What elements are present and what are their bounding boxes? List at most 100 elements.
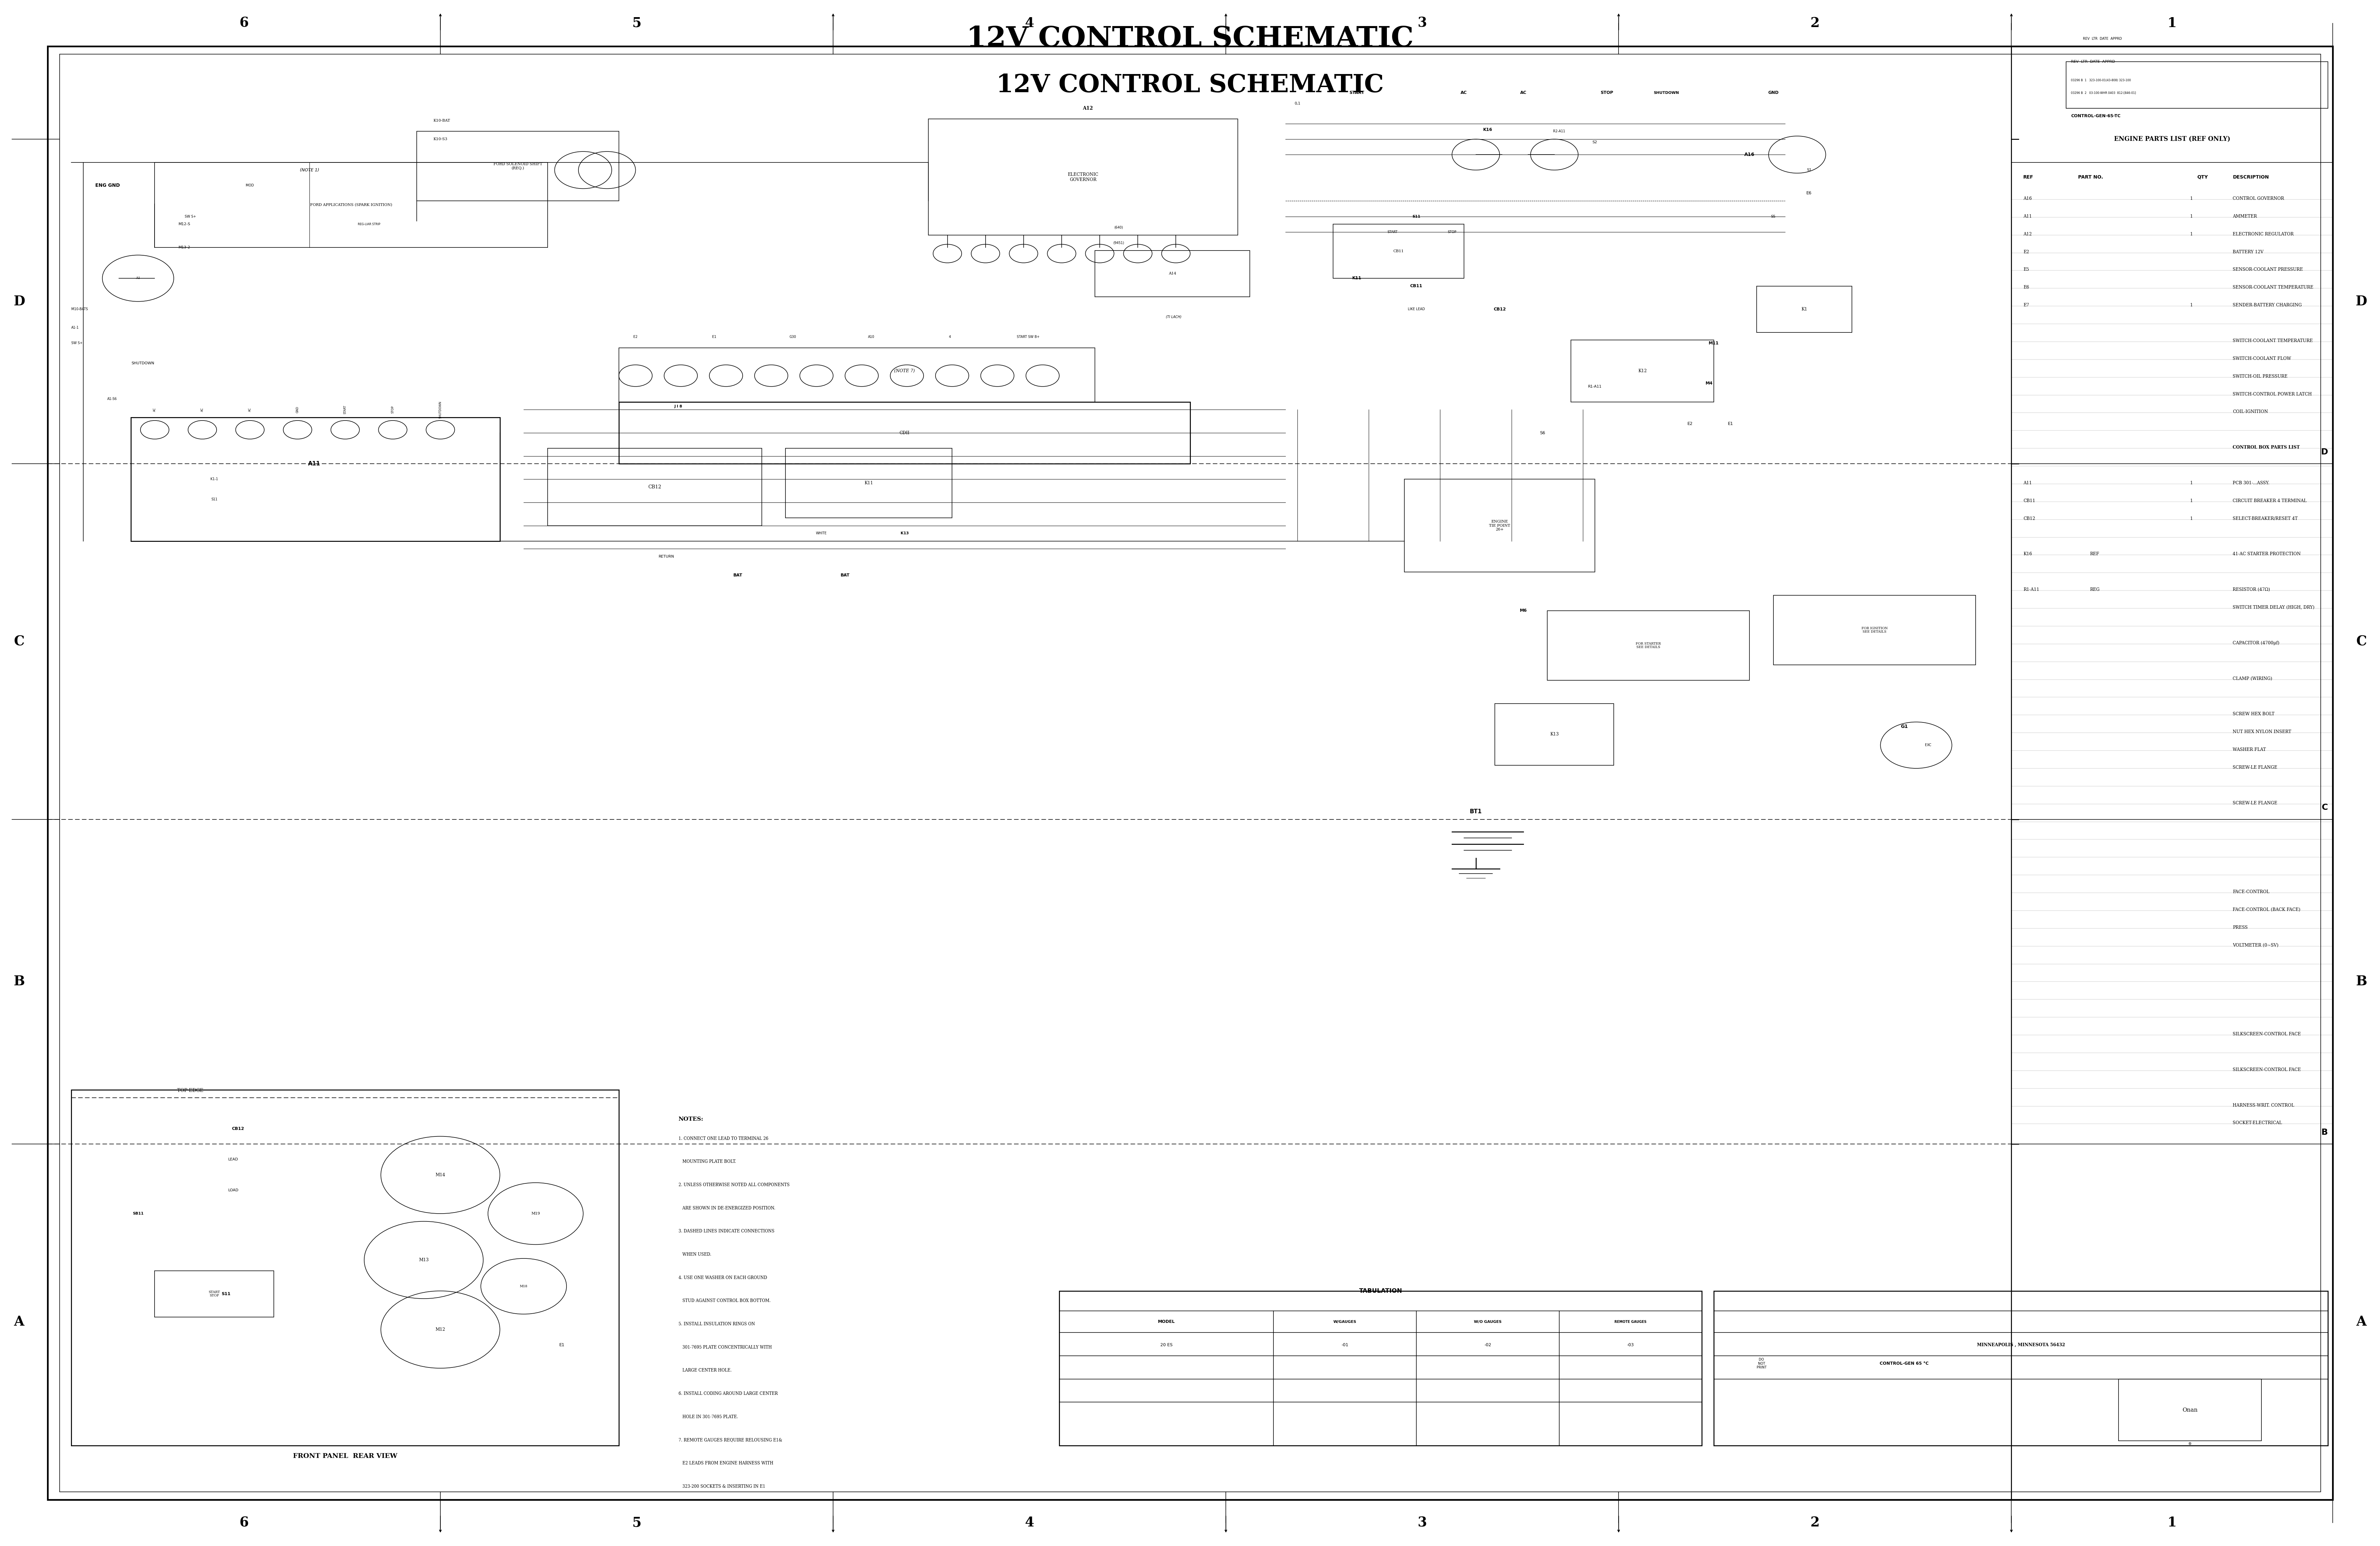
Text: 5. INSTALL INSULATION RINGS ON: 5. INSTALL INSULATION RINGS ON [678, 1322, 754, 1326]
Text: 2. UNLESS OTHERWISE NOTED ALL COMPONENTS: 2. UNLESS OTHERWISE NOTED ALL COMPONENTS [678, 1183, 790, 1187]
Text: BAT: BAT [733, 574, 743, 577]
Text: WHEN USED.: WHEN USED. [678, 1252, 712, 1257]
Text: ENGINE PARTS LIST (REF ONLY): ENGINE PARTS LIST (REF ONLY) [2113, 136, 2230, 142]
Text: SILKSCREEN-CONTROL FACE: SILKSCREEN-CONTROL FACE [2232, 1033, 2301, 1036]
Text: FORD APPLICATIONS (SPARK IGNITION): FORD APPLICATIONS (SPARK IGNITION) [309, 203, 393, 207]
Text: CIRCUIT BREAKER 4 TERMINAL: CIRCUIT BREAKER 4 TERMINAL [2232, 498, 2306, 502]
Text: C: C [14, 635, 24, 648]
Bar [71, 1090, 619, 1446]
Text: 7. REMOTE GAUGES REQUIRE RELOUSING E1&: 7. REMOTE GAUGES REQUIRE RELOUSING E1& [678, 1438, 783, 1442]
Text: A1: A1 [136, 277, 140, 280]
Text: CB12: CB12 [1492, 308, 1507, 311]
Bar [1773, 595, 1975, 665]
Text: STOP: STOP [1447, 230, 1457, 233]
Text: A1-1: A1-1 [71, 326, 79, 329]
Text: AC: AC [200, 408, 205, 411]
Bar [619, 402, 1190, 464]
Text: REF: REF [2023, 175, 2033, 179]
Text: SHUTDOWN: SHUTDOWN [1654, 91, 1678, 94]
Text: A16: A16 [1745, 152, 1754, 158]
Text: WHITE: WHITE [816, 532, 826, 535]
Text: (NOTE 1): (NOTE 1) [300, 169, 319, 172]
Text: 1: 1 [2168, 1517, 2175, 1529]
Bar [1495, 703, 1614, 765]
Text: 1: 1 [2190, 498, 2192, 502]
Text: A12: A12 [1083, 105, 1092, 111]
Text: S5: S5 [1771, 215, 1775, 218]
Bar [1714, 1291, 2328, 1446]
Text: K16: K16 [2023, 552, 2033, 557]
Bar [785, 448, 952, 518]
Text: 1: 1 [2190, 196, 2192, 201]
Text: REV  LTR  DATE  APPRD: REV LTR DATE APPRD [2071, 60, 2116, 63]
Text: (NOTE 7): (NOTE 7) [895, 369, 914, 373]
Text: E6: E6 [1806, 192, 1811, 195]
Text: CDII: CDII [900, 431, 909, 434]
Text: 6: 6 [240, 17, 248, 29]
Text: CONTROL GOVERNOR: CONTROL GOVERNOR [2232, 196, 2285, 201]
Text: BATTERY 12V: BATTERY 12V [2232, 249, 2263, 254]
Text: K13: K13 [1549, 733, 1559, 736]
Text: BT1: BT1 [1468, 809, 1483, 815]
Text: ELECTRONIC REGULATOR: ELECTRONIC REGULATOR [2232, 232, 2294, 237]
Text: SWITCH-COOLANT FLOW: SWITCH-COOLANT FLOW [2232, 357, 2292, 360]
Text: S11: S11 [1411, 215, 1421, 218]
Text: STOP: STOP [390, 407, 395, 413]
Text: START: START [1349, 91, 1364, 94]
Text: A16: A16 [2023, 196, 2033, 201]
Text: AC: AC [152, 408, 157, 411]
Text: 0,1: 0,1 [1295, 102, 1299, 105]
Text: D: D [2356, 295, 2366, 308]
Text: SWITCH-COOLANT TEMPERATURE: SWITCH-COOLANT TEMPERATURE [2232, 339, 2313, 343]
Text: SENSOR-COOLANT TEMPERATURE: SENSOR-COOLANT TEMPERATURE [2232, 286, 2313, 289]
Text: AC: AC [1521, 91, 1526, 94]
Text: E5: E5 [2023, 267, 2028, 272]
Text: G1: G1 [1899, 724, 1909, 730]
Text: CB12: CB12 [231, 1127, 245, 1130]
Text: B: B [2320, 1129, 2328, 1136]
Text: 3. DASHED LINES INDICATE CONNECTIONS: 3. DASHED LINES INDICATE CONNECTIONS [678, 1229, 774, 1234]
Text: SWITCH TIMER DELAY (HIGH, DRY): SWITCH TIMER DELAY (HIGH, DRY) [2232, 604, 2313, 609]
Text: M13: M13 [419, 1258, 428, 1262]
Text: M6: M6 [1518, 609, 1528, 612]
Text: FOR IGNITION
SEE DETAILS: FOR IGNITION SEE DETAILS [1861, 626, 1887, 634]
Text: D: D [2320, 448, 2328, 456]
Text: K10-BAT: K10-BAT [433, 119, 450, 122]
Text: LEAD: LEAD [228, 1158, 238, 1161]
Text: E1: E1 [1728, 422, 1733, 425]
Text: ELECTRONIC
GOVERNOR: ELECTRONIC GOVERNOR [1069, 172, 1097, 182]
Text: 4. USE ONE WASHER ON EACH GROUND: 4. USE ONE WASHER ON EACH GROUND [678, 1275, 766, 1280]
Text: (TI LACH): (TI LACH) [1166, 315, 1180, 318]
Text: HOLE IN 301-7695 PLATE.: HOLE IN 301-7695 PLATE. [678, 1415, 738, 1419]
Text: K16: K16 [1483, 128, 1492, 131]
Text: START SW B+: START SW B+ [1016, 335, 1040, 339]
Text: REF: REF [2090, 552, 2099, 557]
Text: E2: E2 [2023, 249, 2028, 254]
Text: GND: GND [1768, 91, 1778, 94]
Text: SHUTDOWN: SHUTDOWN [131, 362, 155, 365]
Text: SENDER-BATTERY CHARGING: SENDER-BATTERY CHARGING [2232, 303, 2301, 308]
Text: A11: A11 [307, 461, 321, 467]
Text: E2 LEADS FROM ENGINE HARNESS WITH: E2 LEADS FROM ENGINE HARNESS WITH [678, 1461, 774, 1466]
Text: WASHER FLAT: WASHER FLAT [2232, 748, 2266, 751]
Text: PRESS: PRESS [2232, 925, 2247, 929]
Text: A11: A11 [2023, 213, 2033, 218]
Text: M14: M14 [436, 1173, 445, 1177]
Text: 1: 1 [2190, 516, 2192, 521]
Text: E7: E7 [2023, 303, 2028, 308]
Text: 1: 1 [2190, 481, 2192, 485]
Text: START
STOP: START STOP [209, 1291, 219, 1297]
Text: S11: S11 [221, 1292, 231, 1296]
Text: 1: 1 [2168, 17, 2175, 29]
Text: 1. CONNECT ONE LEAD TO TERMINAL 26: 1. CONNECT ONE LEAD TO TERMINAL 26 [678, 1136, 769, 1141]
Text: FORD SOLENOID SHIFT
(REQ.): FORD SOLENOID SHIFT (REQ.) [493, 162, 543, 170]
Text: C: C [2356, 635, 2366, 648]
Text: SW S+: SW S+ [71, 342, 83, 345]
Text: EXC: EXC [1925, 744, 1930, 747]
Text: CONTROL-GEN 65 °C: CONTROL-GEN 65 °C [1880, 1362, 1928, 1365]
Text: A1-S6: A1-S6 [107, 397, 117, 400]
Text: AC: AC [248, 408, 252, 411]
Text: NUT HEX NYLON INSERT: NUT HEX NYLON INSERT [2232, 730, 2292, 734]
Text: SWITCH-CONTROL POWER LATCH: SWITCH-CONTROL POWER LATCH [2232, 393, 2311, 396]
Bar [1095, 250, 1250, 297]
